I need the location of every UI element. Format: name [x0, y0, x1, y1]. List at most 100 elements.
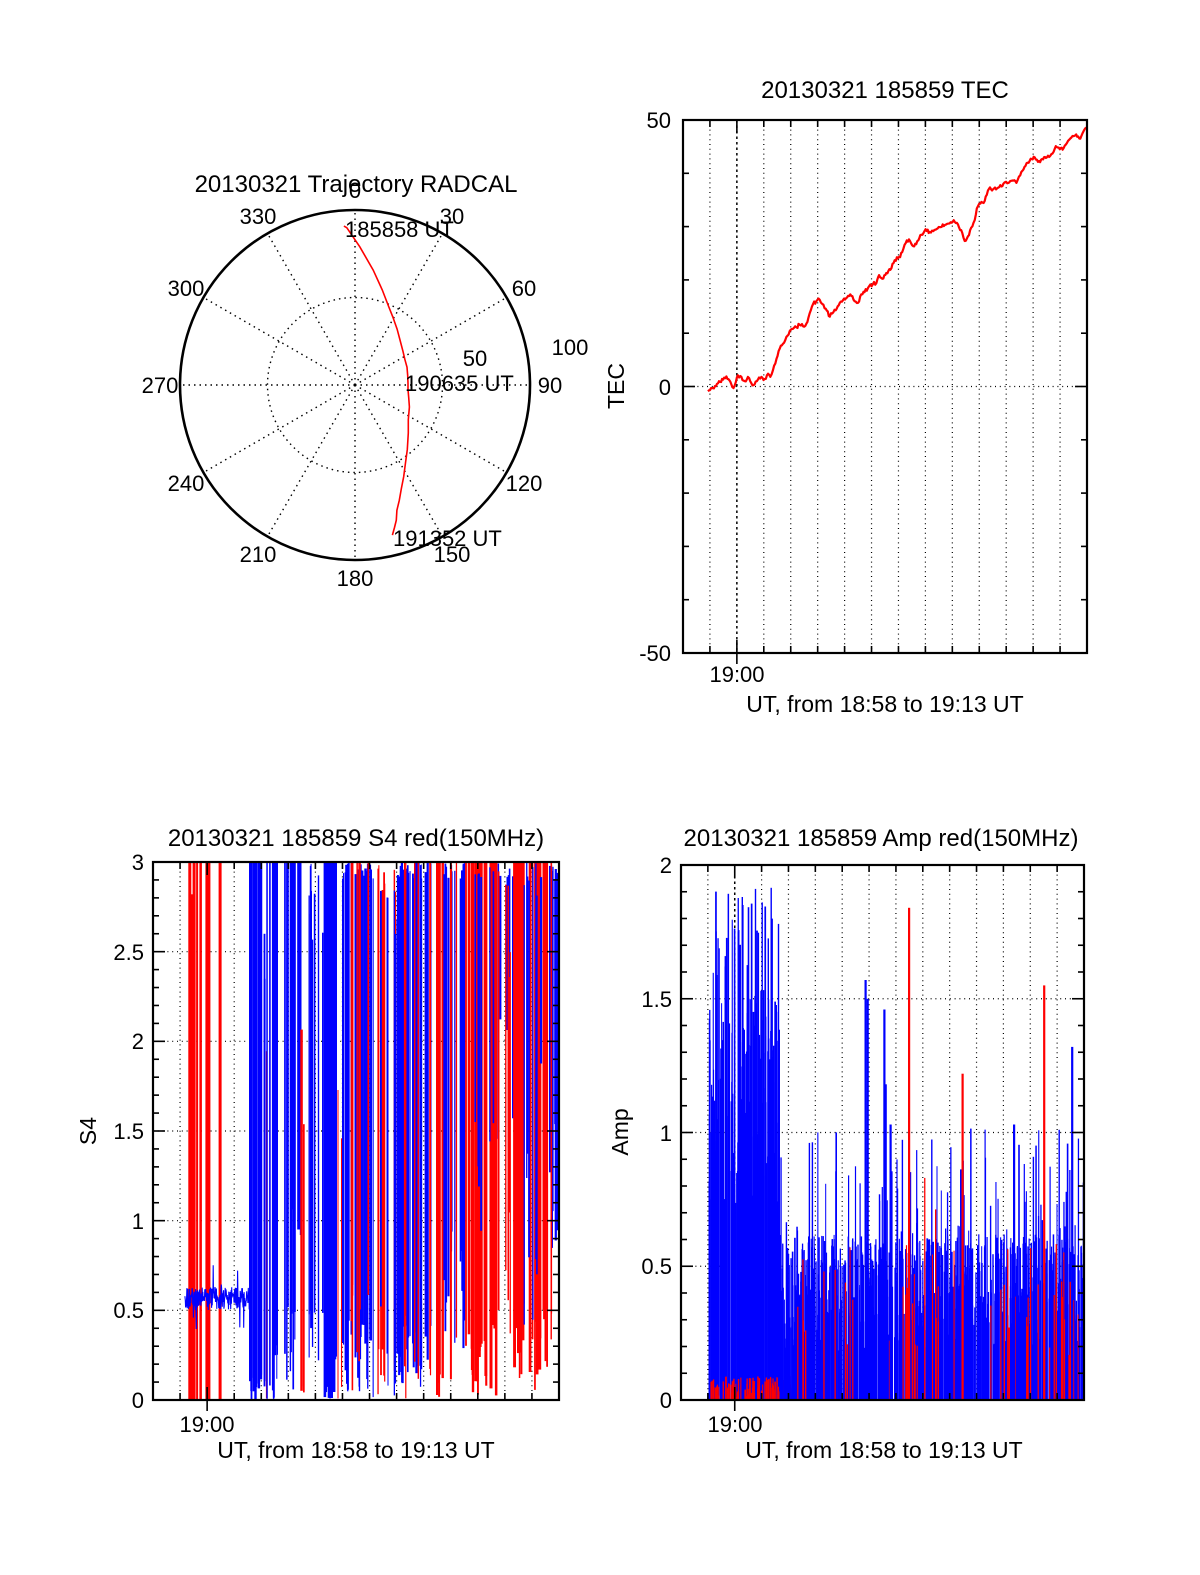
spike-bar — [778, 1029, 780, 1400]
spike-bar — [772, 1105, 774, 1400]
spike-bar — [534, 862, 536, 1390]
spike-bar — [539, 877, 543, 1064]
tec-curve — [707, 126, 1088, 393]
spike-bar — [736, 1209, 738, 1400]
spike-bar — [746, 1383, 748, 1400]
spike-bar — [882, 1243, 884, 1400]
spike-bar — [813, 1327, 815, 1400]
spike-bar — [1010, 1330, 1012, 1400]
spike-bar — [790, 1258, 792, 1400]
spike-bar — [787, 1287, 790, 1400]
spike-bar — [455, 862, 458, 1338]
spike-bar — [871, 1326, 873, 1400]
spike-bar — [727, 893, 730, 1400]
spike-bar — [801, 1249, 803, 1400]
spike-bar — [369, 864, 372, 1330]
spike-bar — [405, 862, 407, 1399]
spike-bar — [518, 862, 521, 1378]
spike-bar — [396, 919, 398, 1354]
spike-bar — [767, 1175, 769, 1400]
spike-bar — [909, 1172, 912, 1400]
spike-bar — [953, 1250, 955, 1400]
spike-bar — [772, 1385, 774, 1400]
spike-bar — [894, 1267, 896, 1400]
spike-bar — [951, 1342, 953, 1400]
spike-bar — [543, 862, 545, 1320]
spike-bar — [1028, 1288, 1030, 1400]
spike-bar — [728, 1383, 730, 1400]
spike-bar — [731, 1081, 733, 1400]
spike-bar — [899, 1251, 901, 1400]
spike-bar — [795, 1290, 797, 1400]
polar-spoke — [266, 233, 356, 386]
spike-bar — [552, 866, 554, 1212]
spike-bar — [274, 862, 277, 1356]
s4-ytick-3: 3 — [132, 850, 144, 875]
spike-bar — [761, 902, 763, 1400]
spike-bar — [960, 1169, 962, 1400]
polar-inner-circle — [266, 296, 444, 474]
spike-bar — [1030, 1248, 1032, 1400]
spike-bar — [927, 1240, 929, 1400]
spike-bar — [881, 1187, 883, 1400]
red-spike-bar — [190, 894, 194, 1400]
spike-bar — [358, 862, 360, 1362]
tec-ytick-0: 0 — [659, 375, 671, 400]
spike-bar — [766, 1163, 768, 1400]
spike-bar — [887, 1334, 890, 1400]
trajectory-annotation-end: 191352 UT — [393, 526, 502, 551]
spike-bar — [717, 938, 719, 1400]
spike-bar — [848, 1246, 850, 1400]
spike-bar — [839, 1308, 841, 1400]
spike-bar — [750, 1392, 752, 1400]
spike-bar — [1026, 1326, 1029, 1400]
spike-bar — [722, 1381, 724, 1400]
trajectory-annotation-start: 185858 UT — [345, 217, 454, 242]
spike-bar — [771, 918, 773, 1400]
spike-bar — [497, 871, 500, 1310]
spike-bar — [946, 1250, 948, 1400]
spike-bar — [715, 1396, 717, 1400]
spike-bar — [750, 1378, 752, 1400]
spike-bar — [821, 1344, 823, 1400]
spike-bar — [810, 1289, 812, 1400]
spike-bar — [310, 890, 312, 1329]
spike-bar — [817, 1132, 819, 1400]
amp-ytick-0p5: 0.5 — [641, 1254, 672, 1279]
polar-spoke — [203, 384, 356, 474]
spike-bar — [758, 1378, 761, 1400]
spike-bar — [981, 1263, 983, 1400]
spike-bar — [836, 1333, 838, 1400]
amp-ytick-1p5: 1.5 — [641, 987, 672, 1012]
spike-bar — [920, 1270, 922, 1400]
spike-bar — [492, 871, 495, 1124]
spike-bar — [441, 862, 444, 1358]
amp-x-axis-label: UT, from 18:58 to 19:13 UT — [745, 1437, 1022, 1463]
spike-bar — [797, 1306, 799, 1400]
azimuth-label-60: 60 — [512, 276, 536, 301]
spike-bar — [852, 1299, 854, 1400]
azimuth-label-210: 210 — [240, 542, 277, 567]
spike-bar — [380, 890, 382, 1307]
spike-bar — [751, 1387, 753, 1400]
spike-bar — [513, 862, 516, 1368]
spike-bar — [1077, 1314, 1079, 1400]
red-spike-bar — [218, 862, 222, 1400]
spike-bar — [997, 1198, 999, 1400]
spike-bar — [733, 928, 736, 1400]
spike-bar — [982, 1347, 984, 1400]
spike-bar — [811, 1142, 814, 1400]
spike-bar — [946, 1332, 949, 1400]
azimuth-label-180: 180 — [337, 566, 374, 591]
spike-bar — [891, 1171, 893, 1400]
s4-ytick-1: 1 — [132, 1209, 144, 1234]
spike-bar — [973, 1324, 975, 1400]
spike-bar — [297, 862, 300, 1230]
spike-bar — [424, 872, 428, 1337]
spike-bar — [1061, 1297, 1063, 1400]
spike-bar — [549, 865, 552, 1173]
spike-bar — [1054, 1334, 1056, 1400]
spike-bar — [940, 1247, 942, 1400]
trajectory-path — [343, 225, 411, 536]
spike-bar — [1053, 1295, 1055, 1400]
